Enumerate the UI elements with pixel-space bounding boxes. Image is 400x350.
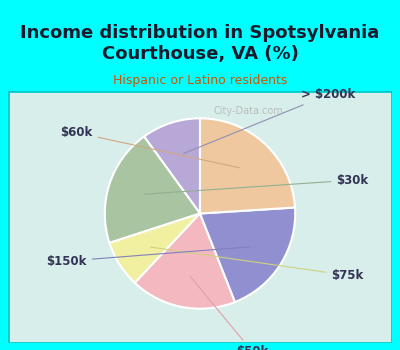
Text: $75k: $75k (150, 247, 364, 282)
Wedge shape (200, 118, 295, 214)
Text: > $200k: > $200k (184, 88, 356, 154)
Wedge shape (105, 136, 200, 243)
Wedge shape (144, 118, 200, 214)
Text: $30k: $30k (144, 174, 368, 194)
Text: Income distribution in Spotsylvania
Courthouse, VA (%): Income distribution in Spotsylvania Cour… (20, 25, 380, 63)
Wedge shape (110, 214, 200, 283)
Wedge shape (200, 208, 295, 302)
Text: Hispanic or Latino residents: Hispanic or Latino residents (113, 74, 287, 87)
Text: $50k: $50k (190, 276, 268, 350)
Text: $60k: $60k (60, 126, 240, 168)
Text: City-Data.com: City-Data.com (214, 106, 283, 117)
Text: $150k: $150k (46, 247, 250, 268)
Wedge shape (135, 214, 235, 309)
FancyBboxPatch shape (8, 91, 392, 343)
